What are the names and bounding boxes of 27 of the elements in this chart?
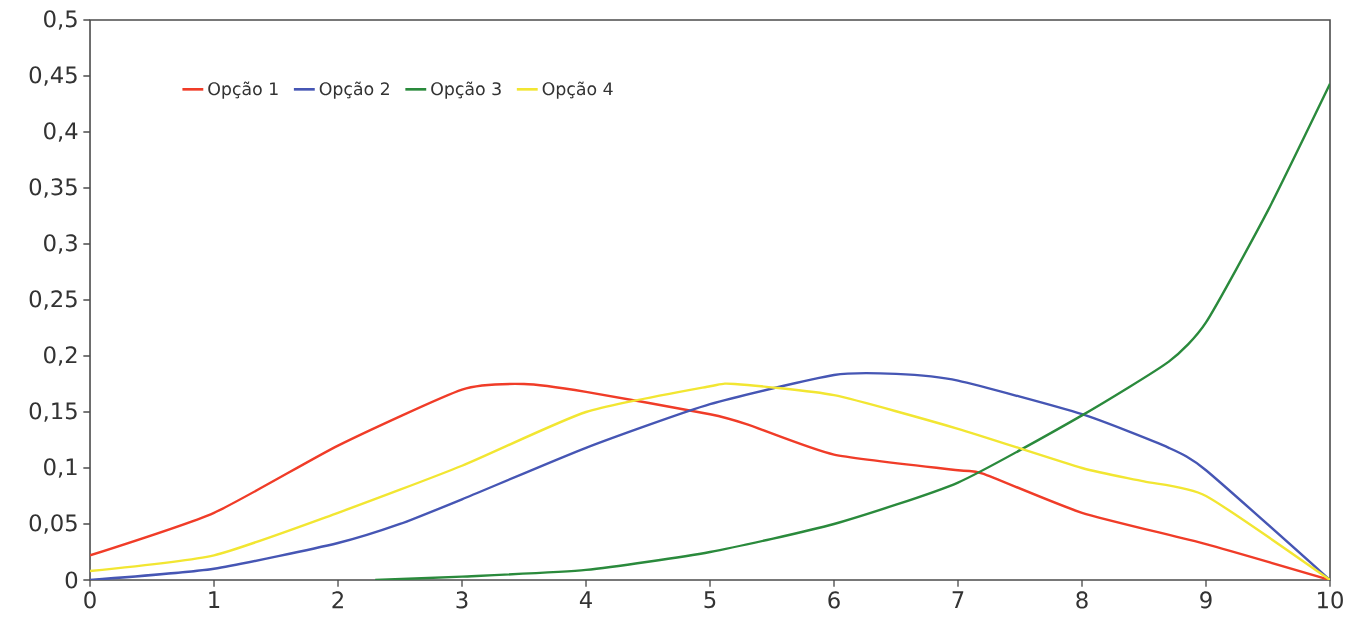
legend-label: Opção 2 [319,81,389,99]
y-tick-label: 0,05 [29,514,77,534]
y-tick-label: 0,45 [29,66,77,86]
x-tick-label: 0 [84,591,96,609]
y-tick-label: 0 [65,571,78,589]
x-tick-label: 3 [456,591,468,609]
x-tick-label: 2 [332,591,343,609]
x-tick-label: 7 [952,591,964,608]
legend-label: Opção 3 [431,81,501,99]
y-tick-label: 0,3 [44,234,77,254]
line-series [374,82,1330,580]
y-tick-label: 0,35 [29,178,77,198]
x-tick-label: 10 [1318,591,1343,609]
y-tick-label: 0,25 [29,290,77,310]
x-tick-label: 9 [1200,591,1212,609]
y-tick-label: 0,15 [29,402,77,422]
x-tick-label: 6 [828,591,840,609]
legend-label: Opção 4 [542,81,613,99]
x-tick-label: 1 [209,591,220,608]
y-tick-label: 0,4 [44,122,78,142]
y-tick-label: 0,5 [44,10,77,30]
y-tick-label: 0,1 [44,458,77,478]
x-tick-label: 8 [1076,591,1088,609]
x-tick-label: 5 [704,591,716,609]
y-tick-label: 0,2 [44,346,77,366]
x-tick-label: 4 [579,591,592,608]
legend-label: Opção 1 [208,81,278,99]
